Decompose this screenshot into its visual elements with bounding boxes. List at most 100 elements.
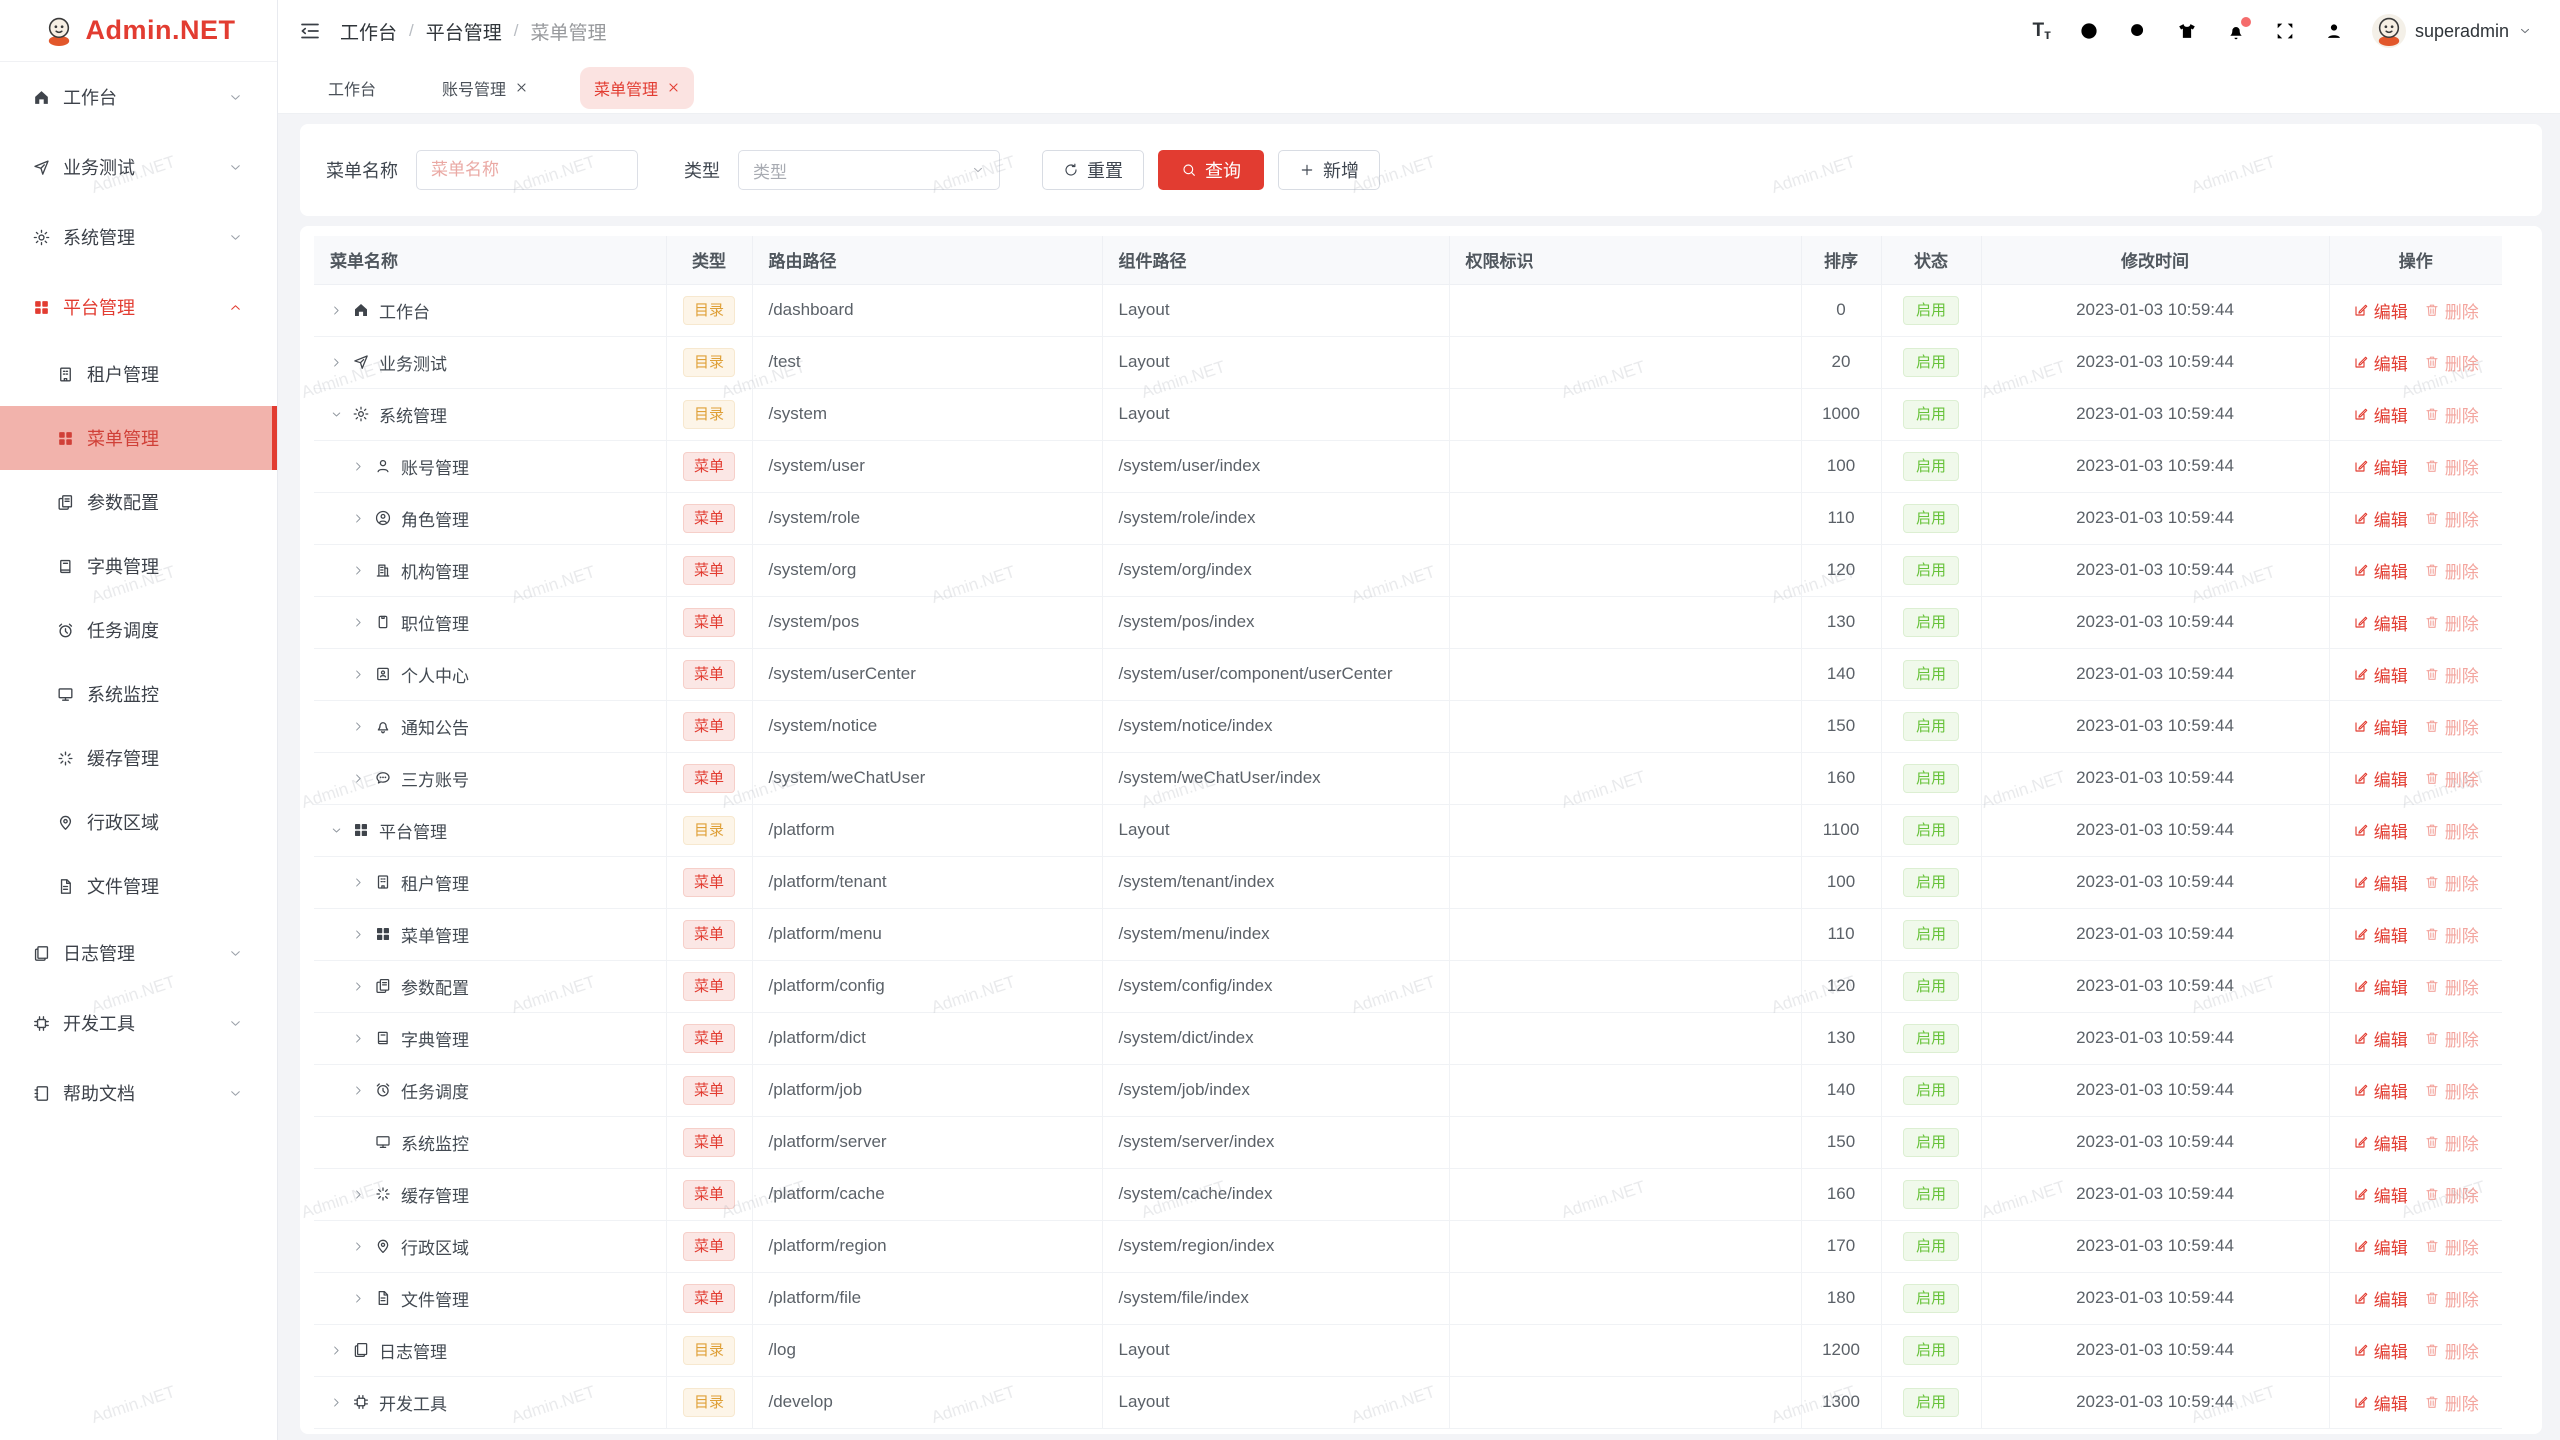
- delete-button[interactable]: 删除: [2424, 558, 2479, 583]
- edit-button[interactable]: 编辑: [2353, 1130, 2408, 1155]
- sidebar-item-monitor-9[interactable]: 系统监控: [0, 662, 277, 726]
- edit-button[interactable]: 编辑: [2353, 1338, 2408, 1363]
- edit-button[interactable]: 编辑: [2353, 922, 2408, 947]
- expand-icon[interactable]: [330, 356, 343, 369]
- tab-1[interactable]: 账号管理: [428, 67, 542, 109]
- user-menu[interactable]: superadmin: [2371, 14, 2532, 48]
- tab-2[interactable]: 菜单管理: [580, 66, 695, 109]
- expand-icon[interactable]: [352, 460, 365, 473]
- sidebar-item-home-0[interactable]: 工作台: [0, 62, 277, 132]
- expand-icon[interactable]: [352, 772, 365, 785]
- expand-icon[interactable]: [352, 1084, 365, 1097]
- person-icon[interactable]: [2323, 20, 2345, 42]
- expand-collapse-icon[interactable]: [330, 824, 343, 837]
- edit-button[interactable]: 编辑: [2353, 558, 2408, 583]
- sidebar-item-helpbook-15[interactable]: 帮助文档: [0, 1058, 277, 1128]
- sidebar-item-alarm-8[interactable]: 任务调度: [0, 598, 277, 662]
- close-icon[interactable]: [515, 81, 528, 94]
- expand-icon[interactable]: [352, 1292, 365, 1305]
- sidebar-item-chip-14[interactable]: 开发工具: [0, 988, 277, 1058]
- expand-icon[interactable]: [352, 668, 365, 681]
- sidebar-item-pin-11[interactable]: 行政区域: [0, 790, 277, 854]
- sidebar-item-tenant-4[interactable]: 租户管理: [0, 342, 277, 406]
- edit-button[interactable]: 编辑: [2353, 1234, 2408, 1259]
- delete-button[interactable]: 删除: [2424, 1182, 2479, 1207]
- edit-button[interactable]: 编辑: [2353, 610, 2408, 635]
- edit-button[interactable]: 编辑: [2353, 1390, 2408, 1415]
- edit-button[interactable]: 编辑: [2353, 454, 2408, 479]
- type-select[interactable]: 类型: [738, 150, 1000, 190]
- expand-icon[interactable]: [330, 1396, 343, 1409]
- edit-button[interactable]: 编辑: [2353, 350, 2408, 375]
- sidebar-item-send-1[interactable]: 业务测试: [0, 132, 277, 202]
- delete-button[interactable]: 删除: [2424, 454, 2479, 479]
- delete-button[interactable]: 删除: [2424, 766, 2479, 791]
- fullscreen-icon[interactable]: [2274, 20, 2296, 42]
- add-button[interactable]: 新增: [1278, 150, 1380, 190]
- delete-button[interactable]: 删除: [2424, 1338, 2479, 1363]
- delete-button[interactable]: 删除: [2424, 870, 2479, 895]
- expand-icon[interactable]: [352, 1188, 365, 1201]
- delete-button[interactable]: 删除: [2424, 298, 2479, 323]
- expand-icon[interactable]: [330, 1344, 343, 1357]
- delete-button[interactable]: 删除: [2424, 506, 2479, 531]
- delete-button[interactable]: 删除: [2424, 818, 2479, 843]
- delete-button[interactable]: 删除: [2424, 714, 2479, 739]
- edit-button[interactable]: 编辑: [2353, 870, 2408, 895]
- sidebar-item-spinner-10[interactable]: 缓存管理: [0, 726, 277, 790]
- globe-icon[interactable]: [2078, 20, 2100, 42]
- edit-button[interactable]: 编辑: [2353, 662, 2408, 687]
- delete-button[interactable]: 删除: [2424, 1130, 2479, 1155]
- delete-button[interactable]: 删除: [2424, 1286, 2479, 1311]
- delete-button[interactable]: 删除: [2424, 610, 2479, 635]
- delete-button[interactable]: 删除: [2424, 402, 2479, 427]
- breadcrumb-item[interactable]: 工作台: [340, 22, 398, 44]
- edit-button[interactable]: 编辑: [2353, 974, 2408, 999]
- expand-icon[interactable]: [352, 928, 365, 941]
- expand-icon[interactable]: [352, 616, 365, 629]
- expand-icon[interactable]: [330, 304, 343, 317]
- edit-button[interactable]: 编辑: [2353, 402, 2408, 427]
- sidebar-item-logs-13[interactable]: 日志管理: [0, 918, 277, 988]
- query-button[interactable]: 查询: [1158, 150, 1264, 190]
- expand-icon[interactable]: [352, 564, 365, 577]
- edit-button[interactable]: 编辑: [2353, 714, 2408, 739]
- edit-button[interactable]: 编辑: [2353, 1078, 2408, 1103]
- expand-icon[interactable]: [352, 512, 365, 525]
- edit-button[interactable]: 编辑: [2353, 1286, 2408, 1311]
- search-icon[interactable]: [2127, 20, 2149, 42]
- edit-button[interactable]: 编辑: [2353, 506, 2408, 531]
- expand-icon[interactable]: [352, 1032, 365, 1045]
- sidebar-item-gear-2[interactable]: 系统管理: [0, 202, 277, 272]
- sidebar-item-grid-5[interactable]: 菜单管理: [0, 406, 277, 470]
- edit-button[interactable]: 编辑: [2353, 1026, 2408, 1051]
- edit-button[interactable]: 编辑: [2353, 766, 2408, 791]
- sidebar-item-grid-3[interactable]: 平台管理: [0, 272, 277, 342]
- delete-button[interactable]: 删除: [2424, 922, 2479, 947]
- tshirt-icon[interactable]: [2176, 20, 2198, 42]
- edit-button[interactable]: 编辑: [2353, 1182, 2408, 1207]
- reset-button[interactable]: 重置: [1042, 150, 1144, 190]
- close-icon[interactable]: [667, 81, 680, 94]
- expand-collapse-icon[interactable]: [330, 408, 343, 421]
- bell-icon[interactable]: [2225, 17, 2251, 42]
- sidebar-item-file-12[interactable]: 文件管理: [0, 854, 277, 918]
- tab-0[interactable]: 工作台: [314, 67, 390, 109]
- delete-button[interactable]: 删除: [2424, 1234, 2479, 1259]
- edit-button[interactable]: 编辑: [2353, 298, 2408, 323]
- breadcrumb-item[interactable]: 平台管理: [425, 22, 502, 44]
- delete-button[interactable]: 删除: [2424, 1026, 2479, 1051]
- delete-button[interactable]: 删除: [2424, 1078, 2479, 1103]
- app-logo[interactable]: Admin.NET: [0, 0, 277, 62]
- delete-button[interactable]: 删除: [2424, 974, 2479, 999]
- expand-icon[interactable]: [352, 1240, 365, 1253]
- sidebar-item-book-7[interactable]: 字典管理: [0, 534, 277, 598]
- expand-icon[interactable]: [352, 980, 365, 993]
- expand-icon[interactable]: [352, 876, 365, 889]
- sidebar-item-config-6[interactable]: 参数配置: [0, 470, 277, 534]
- expand-icon[interactable]: [352, 720, 365, 733]
- edit-button[interactable]: 编辑: [2353, 818, 2408, 843]
- collapse-sidebar-icon[interactable]: [298, 19, 322, 43]
- delete-button[interactable]: 删除: [2424, 350, 2479, 375]
